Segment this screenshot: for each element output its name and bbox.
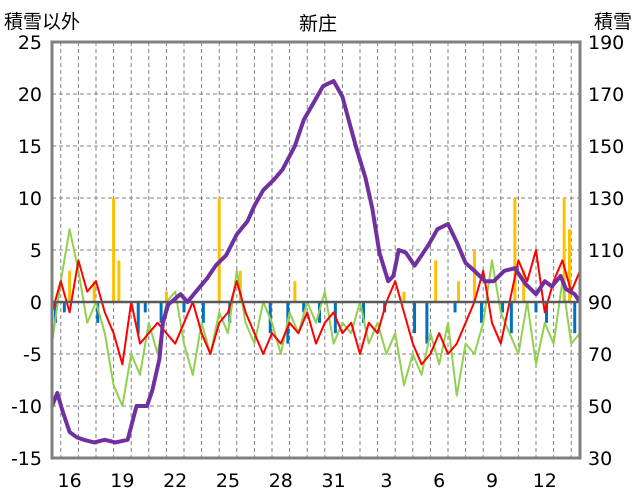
left-tick-label: -10: [11, 396, 42, 418]
x-tick-label: 19: [110, 470, 134, 492]
positive-bar: [293, 281, 297, 302]
left-tick-label: 10: [18, 188, 42, 210]
positive-bar: [567, 229, 571, 302]
x-tick-label: 9: [486, 470, 498, 492]
positive-bar: [522, 270, 526, 302]
negative-bar: [362, 302, 366, 323]
negative-bar: [62, 302, 66, 313]
negative-bar: [143, 302, 147, 313]
x-tick-label: 3: [380, 470, 392, 492]
positive-bar: [68, 270, 72, 302]
positive-bar: [513, 198, 517, 302]
negative-bar: [545, 302, 549, 323]
positive-bar: [402, 291, 406, 302]
left-tick-label: 15: [18, 136, 42, 158]
red-line: [51, 249, 581, 366]
right-tick-label: 70: [588, 344, 612, 366]
right-tick-label: 110: [588, 240, 624, 262]
right-tick-label: 150: [588, 136, 624, 158]
x-tick-label: 6: [433, 470, 445, 492]
x-tick-label: 12: [533, 470, 557, 492]
left-tick-label: -5: [23, 344, 42, 366]
chart-title: 新庄: [299, 13, 337, 35]
left-tick-label: 25: [18, 32, 42, 54]
x-tick-label: 16: [58, 470, 82, 492]
right-tick-label: 90: [588, 292, 612, 314]
left-tick-label: 20: [18, 84, 42, 106]
right-tick-label: 50: [588, 396, 612, 418]
right-axis-label: 積雪: [594, 11, 632, 33]
right-tick-label: 30: [588, 448, 612, 470]
negative-bar: [573, 302, 577, 334]
positive-bar: [164, 291, 168, 302]
negative-bar: [413, 302, 417, 334]
positive-bar: [472, 250, 476, 302]
negative-bar: [425, 302, 429, 344]
snow-depth-line: [50, 79, 582, 445]
left-axis-label: 積雪以外: [4, 11, 80, 33]
right-tick-label: 130: [588, 188, 624, 210]
negative-bar: [302, 302, 306, 313]
positive-bar: [92, 281, 96, 302]
positive-bar: [217, 198, 221, 302]
left-tick-label: 0: [30, 292, 42, 314]
right-tick-label: 190: [588, 32, 624, 54]
x-tick-label: 22: [163, 470, 187, 492]
negative-bar: [501, 302, 505, 313]
negative-bar: [479, 302, 483, 323]
positive-bar: [562, 198, 566, 302]
x-tick-label: 31: [322, 470, 346, 492]
left-tick-label: 5: [30, 240, 42, 262]
negative-bar: [159, 302, 163, 323]
negative-bar: [228, 302, 232, 323]
positive-bar: [457, 281, 461, 302]
positive-bar: [434, 260, 438, 302]
x-tick-label: 28: [269, 470, 293, 492]
light-green-line: [51, 228, 581, 407]
x-tick-label: 25: [216, 470, 240, 492]
negative-bar: [453, 302, 457, 313]
negative-bar: [182, 302, 186, 313]
negative-bar: [201, 302, 205, 323]
right-tick-label: 170: [588, 84, 624, 106]
left-tick-label: -15: [11, 448, 42, 470]
negative-bar: [534, 302, 538, 313]
positive-bar: [117, 260, 121, 302]
negative-bar: [96, 302, 100, 323]
negative-bar: [509, 302, 513, 334]
plot-frame: [50, 40, 582, 460]
negative-bar: [136, 302, 140, 334]
positive-bar: [112, 198, 116, 302]
plot-area: 2520151050-5-10-151901701501301109070503…: [11, 32, 624, 492]
